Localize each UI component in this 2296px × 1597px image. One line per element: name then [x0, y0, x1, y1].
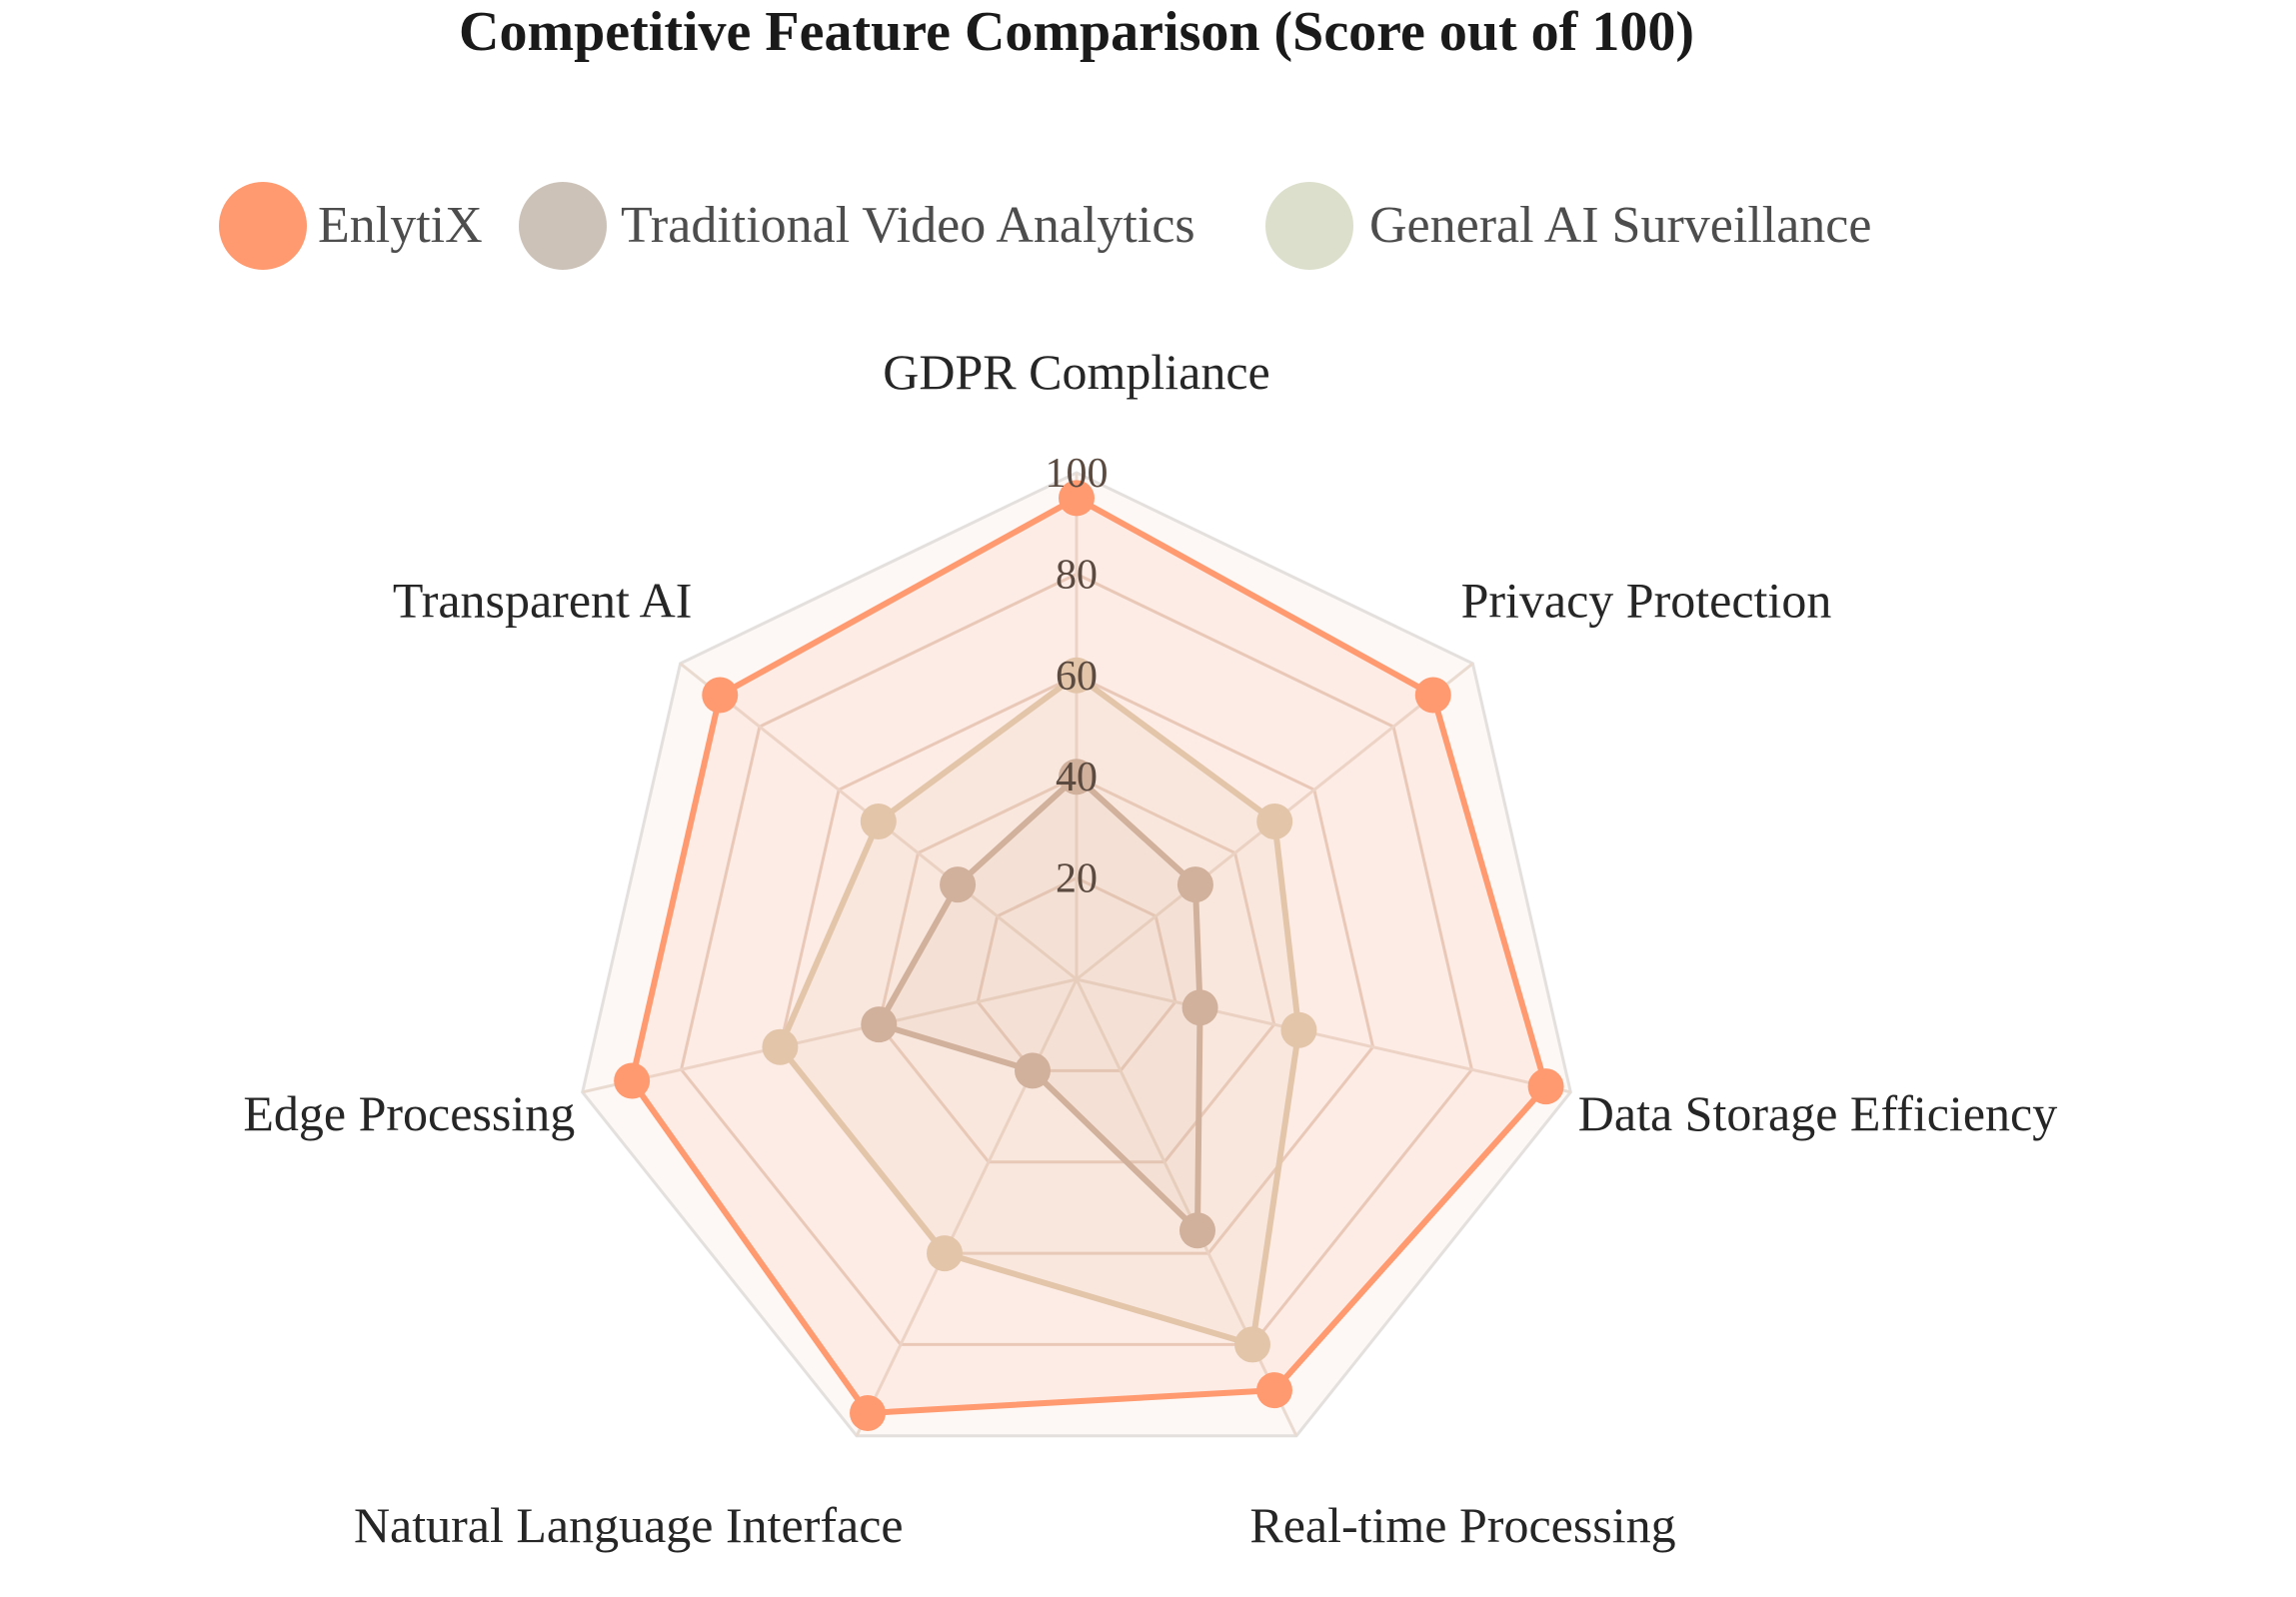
data-point-enlytix-real-time-processing[interactable]	[1255, 1372, 1292, 1409]
spoke-edge-processing	[582, 977, 1078, 1094]
data-point-traditional-video-analytics-privacy-protection[interactable]	[1176, 866, 1213, 903]
data-point-traditional-video-analytics-transparent-ai[interactable]	[940, 866, 977, 903]
chart-title: Competitive Feature Comparison (Score ou…	[459, 1, 1694, 63]
series-area-enlytix	[629, 495, 1549, 1416]
legend-item-enlytix[interactable]: EnlytiX	[219, 182, 483, 270]
data-point-traditional-video-analytics-gdpr-compliance[interactable]	[1059, 759, 1095, 796]
legend-marker-traditional-video-analytics	[519, 182, 607, 270]
axis-label-edge-processing: Edge Processing	[243, 1085, 575, 1141]
tick-label-80: 80	[1056, 552, 1098, 598]
tick-label-20: 20	[1056, 856, 1098, 902]
grid-ring-40	[877, 775, 1276, 1164]
data-point-traditional-video-analytics-data-storage-efficiency[interactable]	[1181, 989, 1218, 1026]
data-point-enlytix-transparent-ai[interactable]	[702, 677, 739, 714]
data-point-general-ai-surveillance-gdpr-compliance[interactable]	[1059, 657, 1095, 694]
axis-label-real-time-processing: Real-time Processing	[1249, 1497, 1675, 1553]
grid-ring-80	[679, 572, 1474, 1346]
radar-tick-labels: 20 40 60 80 100	[1046, 451, 1109, 902]
axis-label-data-storage-efficiency: Data Storage Efficiency	[1578, 1085, 2057, 1141]
radar-grid	[581, 471, 1572, 1438]
data-point-general-ai-surveillance-real-time-processing[interactable]	[1233, 1326, 1270, 1363]
legend-label-traditional-video-analytics: Traditional Video Analytics	[621, 197, 1195, 254]
radar-axis-labels: GDPR Compliance Privacy Protection Data St…	[243, 344, 2057, 1553]
grid-ring-100	[581, 471, 1572, 1438]
legend-item-general-ai-surveillance[interactable]: General AI Surveillance	[1265, 182, 1871, 270]
data-point-traditional-video-analytics-edge-processing[interactable]	[861, 1006, 898, 1043]
data-point-general-ai-surveillance-natural-language-interface[interactable]	[927, 1235, 964, 1272]
legend-label-enlytix: EnlytiX	[318, 197, 483, 254]
data-point-general-ai-surveillance-data-storage-efficiency[interactable]	[1280, 1011, 1317, 1048]
axis-label-gdpr-compliance: GDPR Compliance	[883, 344, 1269, 400]
legend-label-general-ai-surveillance: General AI Surveillance	[1369, 197, 1871, 254]
spoke-data-storage-efficiency	[1076, 977, 1571, 1094]
radar-series	[614, 480, 1564, 1431]
axis-label-transparent-ai: Transparent AI	[393, 573, 693, 629]
axis-label-natural-language-interface: Natural Language Interface	[354, 1497, 904, 1553]
series-enlytix	[614, 480, 1564, 1431]
tick-label-100: 100	[1046, 451, 1109, 497]
legend[interactable]: EnlytiX Traditional Video Analytics Gene…	[219, 182, 1871, 270]
data-point-enlytix-privacy-protection[interactable]	[1414, 677, 1451, 714]
data-point-traditional-video-analytics-natural-language-interface[interactable]	[1015, 1052, 1052, 1089]
data-point-general-ai-surveillance-privacy-protection[interactable]	[1256, 802, 1293, 839]
grid-ring-20	[976, 875, 1177, 1072]
tick-label-60: 60	[1056, 654, 1098, 700]
series-traditional-video-analytics	[861, 759, 1218, 1249]
tick-label-40: 40	[1056, 755, 1098, 800]
series-general-ai-surveillance	[762, 657, 1317, 1363]
legend-marker-general-ai-surveillance	[1265, 182, 1353, 270]
data-point-general-ai-surveillance-transparent-ai[interactable]	[860, 802, 897, 839]
data-point-enlytix-edge-processing[interactable]	[614, 1062, 651, 1099]
legend-marker-enlytix	[219, 182, 307, 270]
series-area-general-ai-surveillance	[777, 672, 1302, 1348]
legend-item-traditional-video-analytics[interactable]: Traditional Video Analytics	[519, 182, 1195, 270]
data-point-enlytix-natural-language-interface[interactable]	[850, 1394, 887, 1431]
data-point-enlytix-gdpr-compliance[interactable]	[1059, 480, 1095, 517]
data-point-traditional-video-analytics-real-time-processing[interactable]	[1178, 1212, 1215, 1249]
data-point-enlytix-data-storage-efficiency[interactable]	[1527, 1068, 1564, 1105]
axis-label-privacy-protection: Privacy Protection	[1461, 573, 1832, 629]
grid-ring-60	[778, 674, 1375, 1255]
data-point-general-ai-surveillance-edge-processing[interactable]	[762, 1028, 799, 1065]
